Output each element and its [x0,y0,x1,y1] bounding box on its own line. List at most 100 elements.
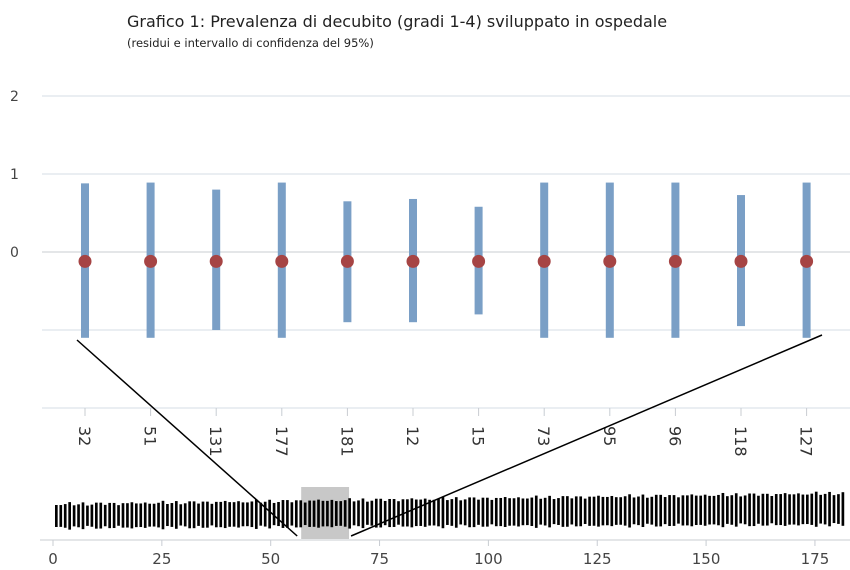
navigator-tick-label: 75 [370,550,389,568]
navigator-bar [432,499,436,526]
navigator-tick-labels: 0 25 50 75 100 125 150 175 [48,540,829,568]
residual-point[interactable] [603,254,617,268]
navigator-bar [703,494,707,526]
navigator-bar [468,497,471,528]
navigator-bar [770,495,774,524]
residual-point[interactable] [275,254,289,268]
navigator-bar [779,494,783,526]
navigator-bar [841,492,845,526]
navigator-bar [441,496,445,529]
residual-point[interactable] [209,254,223,268]
navigator-bar [357,500,360,527]
navigator-bar [570,498,574,525]
navigator-bar [628,494,631,528]
residual-point[interactable] [537,254,551,268]
navigator-bar [428,499,431,526]
x-tick-label: 177 [272,426,291,457]
residual-point[interactable] [800,254,814,268]
navigator-bar [810,493,814,525]
navigator[interactable]: 0 25 50 75 100 125 150 175 [40,487,850,568]
navigator-bar [366,501,369,525]
navigator-bar [508,498,511,526]
navigator-bar [828,491,831,527]
navigator-bar [139,503,143,528]
navigator-bar [303,502,307,526]
navigator-bar [472,497,476,528]
navigator-bar [632,497,636,525]
navigator-bar [686,495,689,526]
navigator-bar [503,497,507,527]
navigator-bar [383,500,387,526]
navigator-bar [343,500,347,527]
residual-point[interactable] [78,254,92,268]
navigator-bar [148,503,151,527]
navigator-bar [170,503,174,527]
navigator-bar [166,503,169,527]
navigator-bar [81,502,85,530]
navigator-bar [637,496,640,526]
navigator-bar [72,505,76,527]
navigator-bar [677,497,680,524]
residual-point[interactable] [340,254,354,268]
navigator-bar [748,493,751,527]
x-tick-label: 12 [403,426,422,446]
residual-point[interactable] [668,254,682,268]
navigator-tick-label: 175 [801,550,830,568]
navigator-bar [63,504,67,528]
navigator-bar [601,496,605,526]
navigator-bar [663,497,667,525]
navigator-bar [299,500,303,528]
navigator-bar [339,501,343,526]
residual-point[interactable] [734,254,748,268]
navigator-bar [143,502,147,528]
navigator-bar [494,497,498,527]
navigator-bar [543,497,547,526]
navigator-bar [814,491,818,527]
navigator-bar [512,498,516,526]
navigator-bar [55,505,58,527]
x-tick-label: 96 [665,426,684,446]
navigator-bar [806,494,809,525]
navigator-bar [406,499,409,527]
navigator-bar [259,502,263,526]
navigator-bar [459,500,463,525]
navigator-bar [801,494,805,525]
navigator-bar [743,495,747,525]
navigator-bar [206,501,209,528]
navigator-bar [574,496,578,527]
navigator-bar [539,498,543,525]
navigator-bar [210,503,214,526]
navigator-bar [681,495,685,526]
navigator-bar [597,495,600,527]
navigator-bar [374,498,378,528]
zoom-connector-lines [76,334,823,537]
navigator-bar [726,496,729,524]
navigator-bar [223,500,227,529]
x-tick-label: 131 [206,426,225,457]
residual-point[interactable] [144,254,158,268]
navigator-bar [534,495,538,528]
navigator-tick-label: 125 [583,550,612,568]
navigator-bar [361,498,365,529]
navigator-bar [446,500,449,525]
navigator-bar [557,498,560,525]
navigator-bar [174,501,178,529]
navigator-bar [152,503,156,527]
chart-subtitle: (residui e intervallo di confidenza del … [127,36,374,50]
navigator-bar [646,497,649,524]
navigator-bar [94,502,98,529]
navigator-bar [650,496,654,525]
navigator-bar [423,498,427,527]
navigator-bar [766,493,769,526]
x-tick-label: 73 [534,426,553,446]
navigator-bar [281,500,285,528]
navigator-bars [55,491,845,530]
residual-point[interactable] [406,254,420,268]
navigator-bar [77,504,80,528]
residual-point[interactable] [472,254,486,268]
navigator-bar [330,499,334,528]
navigator-bar [214,501,218,528]
navigator-bar [694,495,698,526]
navigator-bar [379,498,383,528]
